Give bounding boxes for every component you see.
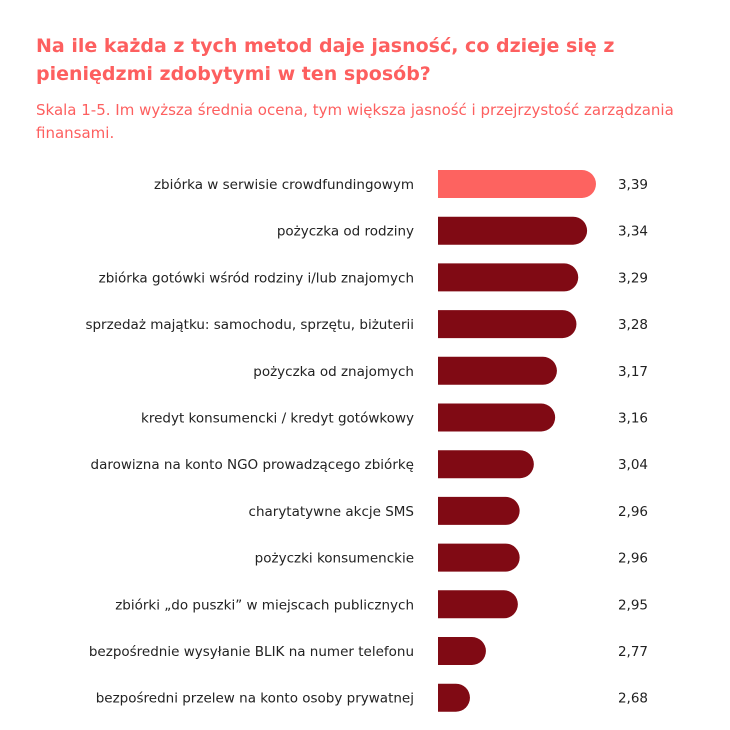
value-label: 3,04 — [618, 457, 648, 473]
bar — [438, 403, 556, 432]
bar — [438, 170, 596, 198]
category-label: sprzedaż majątku: samochodu, sprzętu, bi… — [85, 317, 414, 333]
bar — [438, 450, 534, 479]
category-label: darowizna na konto NGO prowadzącego zbió… — [91, 457, 414, 473]
value-label: 3,16 — [618, 411, 648, 427]
category-label: pożyczka od znajomych — [253, 364, 414, 380]
bar — [438, 590, 518, 619]
category-label: kredyt konsumencki / kredyt gotówkowy — [141, 411, 414, 427]
category-label: pożyczki konsumenckie — [255, 551, 414, 567]
chart-title: Na ile każda z tych metod daje jasność, … — [36, 35, 615, 85]
value-label: 2,68 — [618, 691, 648, 707]
bar — [438, 216, 588, 245]
category-label: zbiórka gotówki wśród rodziny i/lub znaj… — [99, 270, 414, 286]
value-label: 3,39 — [618, 177, 648, 193]
bar — [438, 310, 577, 339]
category-label: pożyczka od rodziny — [277, 224, 414, 240]
value-label: 2,96 — [618, 551, 648, 567]
chart-subtitle: Skala 1-5. Im wyższa średnia ocena, tym … — [36, 101, 674, 142]
category-label: charytatywne akcje SMS — [249, 504, 414, 520]
category-label: bezpośredni przelew na konto osoby prywa… — [96, 691, 414, 707]
bar — [438, 496, 520, 525]
bar — [438, 637, 486, 665]
value-label: 3,17 — [618, 364, 648, 380]
value-label: 2,96 — [618, 504, 648, 520]
value-label: 2,77 — [618, 644, 648, 660]
value-label: 3,34 — [618, 224, 648, 240]
bar — [438, 263, 579, 292]
category-label: zbiórki „do puszki” w miejscach publiczn… — [115, 597, 414, 613]
value-label: 3,28 — [618, 317, 648, 333]
bar — [438, 543, 520, 572]
category-label: bezpośrednie wysyłanie BLIK na numer tel… — [89, 644, 414, 660]
value-label: 2,95 — [618, 597, 648, 613]
value-label: 3,29 — [618, 270, 648, 286]
bar — [438, 683, 470, 712]
category-label: zbiórka w serwisie crowdfundingowym — [154, 177, 414, 193]
bar — [438, 356, 557, 385]
